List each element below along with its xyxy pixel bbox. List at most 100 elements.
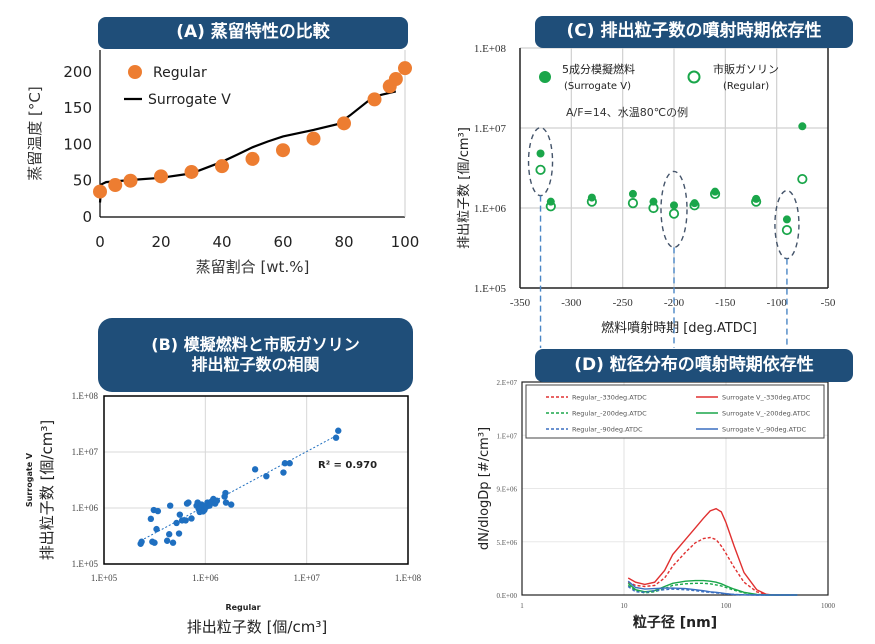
panel-b: 1.E+05 1.E+06 1.E+07 1.E+08 1.E+05 1.E+06 1.E+… — [0, 310, 440, 644]
regular-point — [108, 178, 123, 193]
plot-frame — [521, 381, 829, 596]
legend-surrogate-label: 5成分模擬燃料 — [562, 62, 635, 76]
chart-a: 0 20 40 60 80 100 0 50 100 150 200 蒸留割合 [wt.%] 蒸留温度 … — [26, 50, 420, 276]
regular-point — [93, 184, 107, 199]
x-tick-label: 100 — [721, 602, 732, 610]
panel-b-title: (B) 模擬燃料と市販ガソリン 排出粒子数の相関 — [98, 318, 413, 392]
regular-point — [388, 72, 403, 87]
x-axis-label: 蒸留割合 [wt.%] — [196, 258, 310, 276]
x-tick-label: 0 — [95, 233, 105, 251]
legend-label: Regular_-330deg.ATDC — [572, 394, 647, 402]
legend-regular-marker — [687, 70, 701, 84]
highlight-ellipse — [774, 189, 800, 260]
data-point — [188, 515, 195, 522]
condition-annotation: A/F=14、水温80℃の例 — [566, 105, 688, 119]
panel-c-title-text: (C) 排出粒子数の噴射時期依存性 — [566, 21, 822, 42]
data-point — [222, 489, 229, 497]
y-axis-label: 排出粒子数 [個/cm³] — [38, 420, 56, 560]
highlight-ellipse — [660, 170, 688, 249]
y-tick-label: 1.E+06 — [72, 503, 99, 513]
y-tick-label: 1.E+07 — [72, 447, 99, 457]
y-axis-label-small: Surrogate V — [25, 452, 34, 507]
x-tick-label: 1.E+05 — [91, 573, 118, 583]
panel-a-title: (A) 蒸留特性の比較 — [98, 17, 408, 49]
regular-point — [668, 208, 680, 219]
surrogate-point — [587, 193, 596, 202]
regular-point — [781, 224, 793, 236]
panel-a: (A) 蒸留特性の比較 0 20 40 60 80 100 0 50 100 150 200 蒸留割合… — [0, 0, 440, 300]
regular-point — [123, 173, 138, 188]
panel-d-title: (D) 粒径分布の噴射時期依存性 — [535, 349, 853, 382]
surrogate-point — [782, 215, 791, 224]
data-point — [175, 530, 183, 537]
x-tick-label: -100 — [767, 297, 788, 309]
x-axis-label-small: Regular — [225, 603, 260, 612]
surrogate-point — [798, 122, 807, 131]
legend-surrogate-marker — [539, 71, 551, 83]
x-tick-label: 60 — [273, 233, 292, 251]
regular-point — [797, 173, 808, 185]
x-tick-label: 1.E+07 — [294, 573, 321, 583]
x-tick-label: 100 — [391, 233, 420, 251]
series-line-surrogate-v-90deg-atdc — [627, 580, 798, 596]
data-point — [332, 434, 340, 441]
y-tick-label: 1.E+07 — [497, 432, 518, 440]
data-point — [154, 507, 162, 515]
panel-b-title-line-1: (B) 模擬燃料と市販ガソリン — [151, 335, 360, 354]
regular-point — [398, 61, 412, 76]
y-axis-label: dN/dlogDp [#/cm³] — [477, 427, 492, 550]
data-point — [182, 517, 189, 524]
surrogate-point — [628, 189, 637, 198]
legend-label: Surrogate V_-330deg.ATDC — [722, 394, 811, 402]
x-tick-label: 1 — [520, 602, 524, 610]
x-tick-label: -150 — [715, 297, 736, 309]
regular-point — [306, 131, 321, 146]
y-tick-label: 0 — [82, 208, 92, 226]
surrogate-point — [711, 187, 720, 196]
x-tick-label: 1.E+06 — [192, 573, 219, 583]
y-tick-label: 1.E+08 — [474, 43, 507, 55]
y-tick-label: 5.E+06 — [497, 539, 518, 547]
surrogate-point — [649, 197, 658, 206]
trendline — [140, 434, 338, 542]
legend-label: Regular_-90deg.ATDC — [572, 426, 643, 434]
surrogate-point — [752, 194, 761, 203]
y-tick-label: 1.E+08 — [72, 391, 99, 401]
data-point — [222, 499, 230, 506]
series-line-regular-90deg-atdc — [627, 585, 798, 596]
x-tick-label: 1000 — [821, 602, 836, 610]
regular-point — [337, 116, 351, 131]
panel-d-title-text: (D) 粒径分布の噴射時期依存性 — [574, 354, 814, 375]
y-axis-label: 蒸留温度 [°C] — [26, 86, 44, 180]
regular-point — [184, 164, 199, 179]
chart-c-and-d: -350 -300 -250 -200 -150 -100 -501.E+051.E+061… — [457, 43, 836, 631]
x-tick-label: -300 — [561, 297, 582, 309]
series-line-surrogate-v-330deg-atdc — [627, 507, 798, 596]
y-tick-label: 1.E+05 — [474, 283, 507, 295]
surrogate-point — [690, 199, 699, 208]
panel-cd: -350 -300 -250 -200 -150 -100 -50 1.E+05 1.E+06 1… — [440, 0, 875, 644]
regular-point — [535, 164, 546, 175]
data-point — [176, 511, 184, 518]
data-point — [281, 460, 289, 467]
x-tick-label: 40 — [212, 233, 231, 251]
data-point — [335, 427, 342, 434]
data-point — [138, 538, 145, 545]
regular-point — [154, 169, 168, 184]
data-point — [153, 525, 160, 533]
x-tick-label: -350 — [510, 297, 531, 309]
surrogate-point — [670, 201, 678, 210]
r-squared-annotation: R² = 0.970 — [318, 460, 377, 471]
y-tick-label: 9.E+06 — [497, 486, 518, 494]
legend-regular-marker — [128, 65, 142, 79]
regular-point — [367, 92, 382, 107]
y-axis-label: 排出粒子数 [個/cm³] — [457, 127, 472, 249]
x-tick-label: 10 — [621, 602, 629, 610]
regular-point — [276, 143, 290, 158]
y-tick-label: 100 — [63, 135, 92, 153]
data-point — [147, 515, 155, 523]
panel-a-title-text: (A) 蒸留特性の比較 — [176, 22, 330, 43]
legend-surrogate-sub: (Surrogate V) — [564, 81, 631, 92]
data-point — [169, 539, 177, 546]
surrogate-point — [536, 149, 545, 158]
